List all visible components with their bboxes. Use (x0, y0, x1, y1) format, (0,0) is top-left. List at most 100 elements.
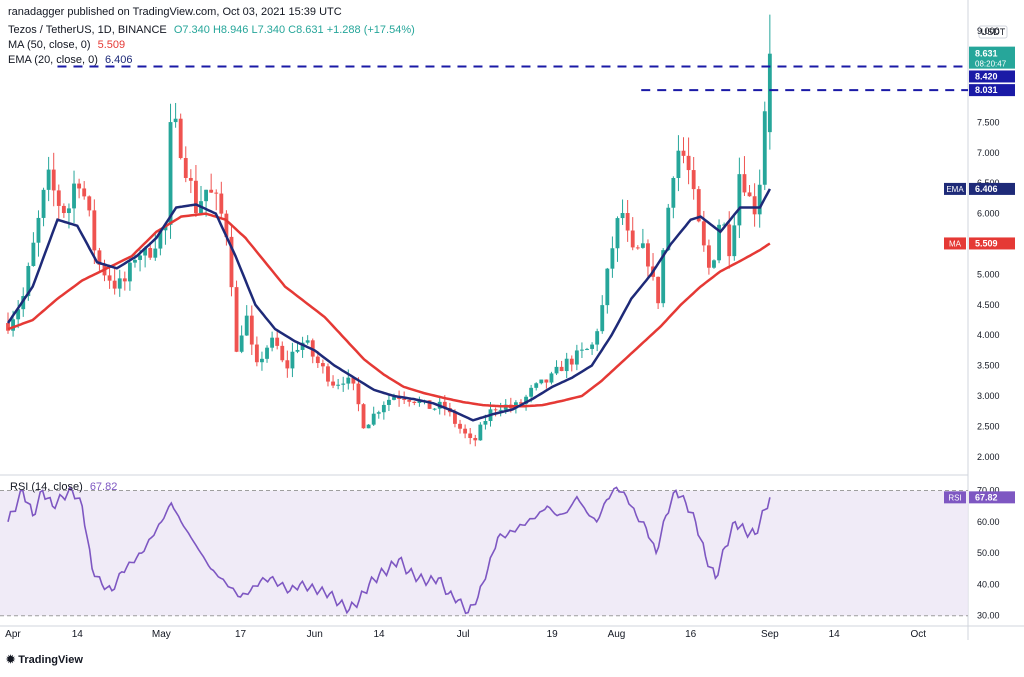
rsi-legend-value: 67.82 (89, 481, 118, 493)
candle-body (630, 230, 635, 248)
candle-body (107, 275, 112, 281)
candle-body (473, 437, 478, 441)
candle-body (158, 230, 163, 249)
candle-body (239, 335, 244, 352)
candle-body (265, 347, 269, 359)
candle-body (524, 396, 528, 404)
candle-body (574, 350, 579, 365)
ma50-line (7, 212, 771, 408)
candle-body (285, 360, 290, 369)
candle-body (138, 255, 142, 260)
candle-body (762, 111, 767, 185)
time-tick-label: Apr (5, 629, 21, 640)
candle-body (361, 404, 366, 429)
ema-legend-value: 6.406 (104, 54, 133, 66)
candle-body (219, 193, 224, 214)
candle-body (620, 213, 625, 219)
ma-value-badge-text: 5.509 (975, 238, 998, 248)
candle-body (554, 366, 559, 374)
candle-body (529, 387, 534, 397)
current-price-label: 8.631 (975, 49, 998, 59)
candle-body (183, 158, 188, 178)
candle-body (153, 248, 158, 258)
candle-body (117, 278, 122, 289)
candle-body (640, 243, 645, 248)
candle-body (595, 331, 600, 345)
candle-body (97, 250, 102, 265)
candle-body (143, 247, 148, 256)
countdown-label: 08:20:47 (975, 60, 1007, 69)
candle-body (569, 358, 574, 365)
rsi-tick-label: 50.00 (977, 548, 1000, 558)
candle-body (346, 377, 351, 384)
rsi-tick-label: 60.00 (977, 517, 1000, 527)
rsi-tick-label: 70.00 (977, 486, 1000, 496)
time-tick-label: Jul (457, 629, 470, 640)
candle-body (326, 366, 330, 382)
candle-body (6, 323, 10, 331)
candle-body (717, 224, 721, 261)
candle-body (336, 384, 341, 386)
candle-body (178, 118, 183, 159)
candle-body (371, 413, 376, 425)
candle-body (46, 169, 51, 190)
candle-body (417, 401, 422, 403)
candle-body (209, 189, 214, 193)
time-tick-label: Jun (307, 629, 323, 640)
candle-body (463, 428, 468, 434)
candle-body (229, 236, 234, 288)
ma-legend-value: 5.509 (97, 39, 126, 51)
candle-body (737, 174, 742, 226)
candle-body (493, 409, 498, 411)
price-tick-label: 9.000 (977, 26, 1000, 36)
candle-body (26, 265, 31, 297)
candle-body (498, 409, 503, 411)
candle-body (722, 224, 727, 226)
candle-body (706, 245, 711, 268)
candle-body (752, 196, 757, 215)
candle-body (549, 373, 554, 383)
candle-body (260, 358, 264, 363)
candle-body (31, 242, 36, 266)
rsi-tick-label: 30.00 (977, 611, 1000, 621)
candle-body (82, 188, 87, 197)
rsi-band (0, 490, 968, 616)
currency-badge (978, 25, 1008, 39)
candle-body (133, 259, 137, 263)
candle-body (712, 260, 716, 268)
time-tick-label: 14 (829, 629, 841, 640)
candle-body (36, 217, 41, 243)
ema-legend-label: EMA (20, close, 0) (8, 54, 98, 66)
logo-text: TradingView (18, 654, 83, 666)
price-tick-label: 6.000 (977, 209, 1000, 219)
candle-body (112, 280, 117, 289)
candle-body (696, 189, 701, 222)
candle-body (727, 224, 732, 257)
current-price-badge (969, 46, 1015, 69)
ma-value-badge (969, 237, 1015, 250)
time-tick-label: Oct (910, 629, 926, 640)
ema-tag (944, 182, 966, 195)
candle-body (544, 379, 549, 383)
candle-body (56, 190, 61, 206)
candle-body (442, 401, 447, 408)
price-tick-label: 4.000 (977, 330, 1000, 340)
candle-body (61, 205, 66, 214)
candle-body (757, 184, 762, 215)
candle-body (666, 207, 671, 251)
price-tick-label: 2.500 (977, 421, 1000, 431)
candle-body (234, 287, 239, 352)
level-badge-lower (969, 84, 1015, 97)
candle-body (356, 383, 361, 405)
rsi-legend-label: RSI (14, close) (10, 481, 83, 493)
candle-body (407, 399, 412, 402)
candle-body (16, 309, 21, 320)
candle-body (244, 315, 249, 336)
candle-body (646, 243, 650, 267)
candle-body (305, 340, 310, 343)
candle-body (173, 118, 178, 123)
ema20-line (6, 188, 772, 422)
candle-body (315, 356, 320, 364)
price-tick-label: 3.500 (977, 361, 1000, 371)
